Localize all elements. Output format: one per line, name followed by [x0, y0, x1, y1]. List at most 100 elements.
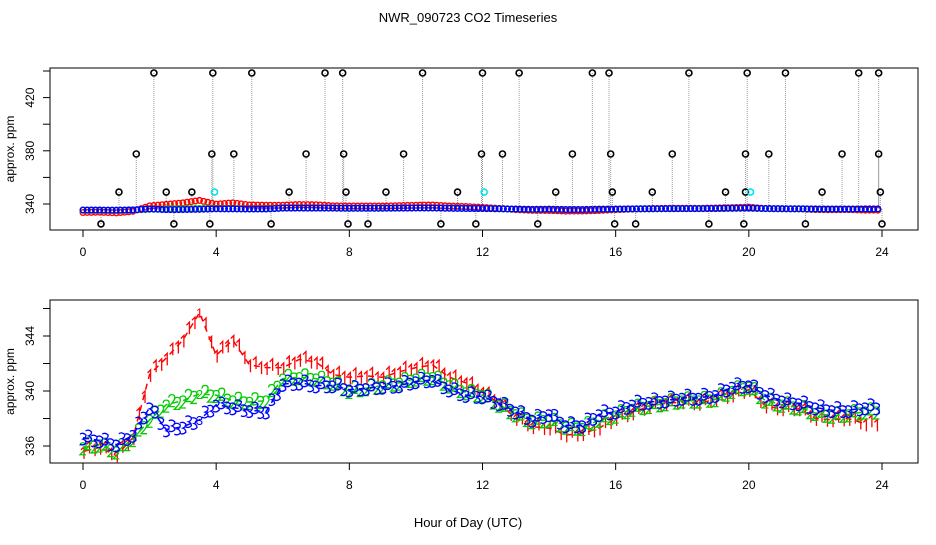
data-marker-3 [440, 381, 448, 395]
data-point [624, 205, 632, 213]
data-point [707, 205, 715, 213]
data-point [337, 204, 345, 212]
x-tick-label: 8 [346, 478, 353, 492]
data-marker-3 [479, 391, 487, 405]
reference-point [608, 188, 617, 196]
data-point [678, 205, 686, 213]
data-point [824, 205, 832, 213]
data-marker-3 [506, 403, 514, 417]
data-point [420, 204, 428, 212]
data-point [370, 204, 378, 212]
data-marker-3 [595, 409, 603, 423]
data-point [125, 206, 133, 214]
data-point [399, 204, 407, 212]
data-point [104, 206, 112, 214]
data-point [100, 206, 108, 214]
data-marker-1 [413, 361, 418, 375]
data-marker-1 [579, 427, 585, 441]
data-point [416, 204, 424, 212]
reference-point [765, 150, 773, 158]
data-point [121, 206, 129, 214]
data-marker-3 [173, 422, 181, 436]
data-marker-3 [795, 398, 803, 412]
data-marker-3 [701, 387, 709, 401]
data-point [129, 206, 137, 214]
data-point [716, 204, 724, 212]
data-point [96, 206, 104, 214]
series-line [82, 310, 866, 457]
data-point [874, 205, 882, 213]
data-marker-1 [263, 361, 268, 375]
data-marker-3 [773, 393, 781, 407]
data-marker-2 [827, 410, 836, 424]
data-marker-1 [463, 376, 468, 391]
data-point [196, 196, 204, 204]
data-marker-1 [330, 368, 335, 382]
reference-point [342, 188, 350, 196]
data-marker-3 [345, 384, 353, 398]
data-point [687, 205, 695, 213]
data-point [341, 204, 349, 212]
data-point [820, 205, 828, 213]
data-marker-3 [434, 374, 442, 387]
data-marker-3 [567, 416, 575, 430]
data-point [250, 201, 258, 209]
data-marker-3 [207, 404, 215, 418]
data-marker-3 [812, 402, 820, 416]
reference-point [721, 188, 730, 196]
reference-point [781, 69, 790, 77]
data-point [462, 204, 470, 212]
data-marker-3 [401, 374, 409, 388]
data-marker-1 [252, 355, 257, 370]
data-marker-3 [490, 396, 498, 409]
data-marker-3 [590, 412, 598, 426]
data-marker-1 [180, 333, 185, 348]
x-tick-label: 12 [476, 478, 490, 492]
data-marker-3 [867, 398, 875, 412]
data-marker-1 [269, 357, 274, 371]
data-marker-3 [673, 393, 681, 407]
data-point [245, 201, 253, 209]
data-marker-3 [85, 429, 93, 443]
data-point [208, 205, 216, 213]
data-point [845, 205, 853, 213]
data-point [254, 201, 262, 209]
data-point [791, 205, 799, 213]
data-point [537, 205, 545, 213]
data-marker-3 [501, 396, 509, 410]
data-point [766, 205, 774, 213]
data-marker-3 [251, 401, 259, 415]
x-tick-label: 24 [875, 478, 889, 492]
data-point [308, 204, 316, 212]
x-tick-label: 16 [609, 478, 623, 492]
data-marker-3 [484, 389, 492, 403]
data-marker-3 [212, 399, 220, 413]
x-tick-label: 16 [609, 245, 623, 259]
data-point [366, 204, 374, 212]
data-marker-1 [868, 413, 873, 428]
y-tick-label: 336 [23, 436, 37, 456]
data-marker-3 [340, 383, 348, 397]
data-point [141, 205, 149, 213]
data-marker-1 [185, 320, 191, 335]
data-point [212, 205, 220, 213]
data-point [745, 204, 753, 212]
data-marker-3 [329, 380, 337, 394]
data-marker-3 [623, 401, 631, 415]
data-marker-2 [206, 389, 215, 403]
data-point [200, 205, 208, 213]
data-point [150, 201, 158, 209]
reference-point [588, 69, 597, 77]
data-marker-3 [190, 417, 198, 430]
reference-point [230, 150, 238, 158]
data-marker-1 [141, 389, 146, 403]
data-point [116, 206, 124, 214]
data-marker-3 [662, 395, 670, 409]
highlight-point [480, 188, 488, 196]
data-marker-3 [323, 380, 331, 394]
data-marker-3 [96, 435, 104, 449]
reference-point [705, 220, 713, 228]
data-marker-3 [373, 382, 381, 396]
data-marker-1 [163, 351, 168, 366]
